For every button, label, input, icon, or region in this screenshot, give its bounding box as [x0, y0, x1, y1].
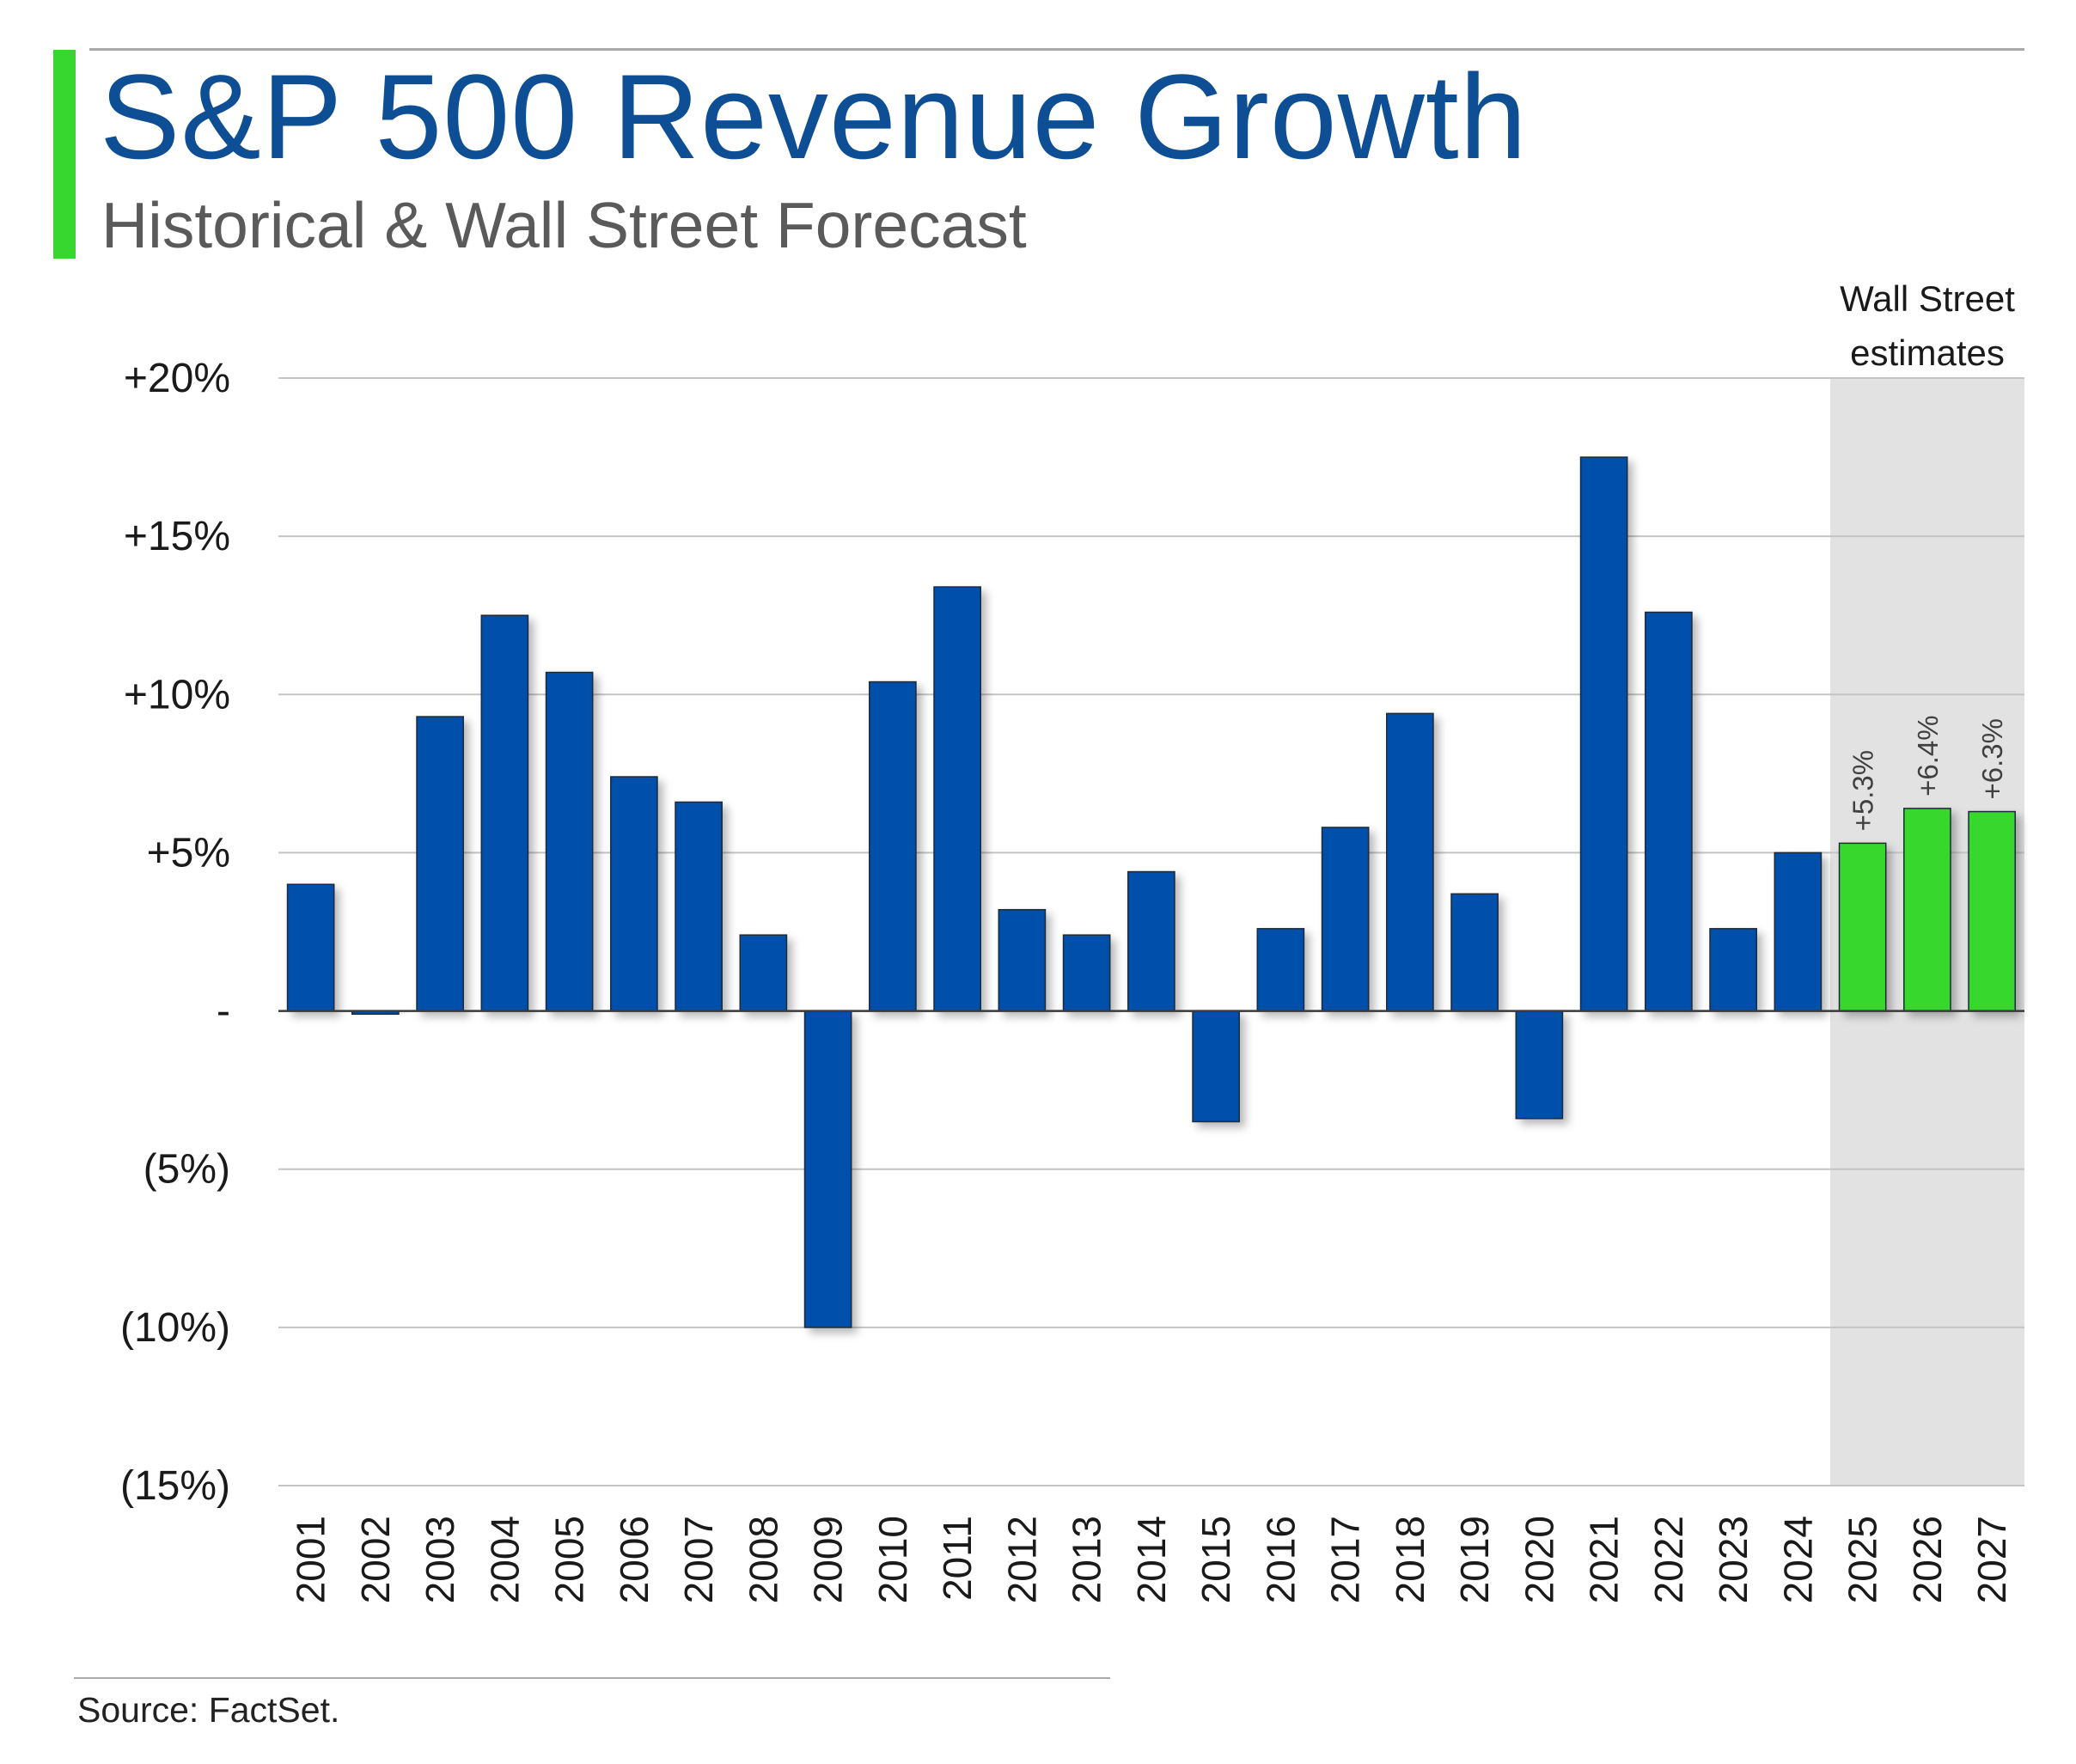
x-tick-label-2009: 2009 — [806, 1516, 851, 1603]
x-tick-label-2018: 2018 — [1388, 1516, 1432, 1603]
bar-2014 — [1127, 870, 1175, 1012]
bar-2017 — [1321, 827, 1370, 1012]
bar-2023 — [1709, 928, 1757, 1012]
x-tick-label-2026: 2026 — [1905, 1516, 1950, 1603]
bar-2008 — [739, 934, 788, 1012]
x-tick-label-2020: 2020 — [1517, 1516, 1561, 1603]
revenue-growth-chart: Wall Street estimates +20% +15% +10% +5% - (5%)… — [120, 278, 2024, 1603]
x-tick-label-2017: 2017 — [1323, 1516, 1368, 1603]
x-tick-label-2005: 2005 — [547, 1516, 592, 1603]
x-tick-label-2003: 2003 — [418, 1516, 462, 1603]
y-tick-label: (15%) — [120, 1463, 230, 1509]
x-tick-label-2027: 2027 — [1969, 1516, 2014, 1603]
page-title: S&P 500 Revenue Growth — [100, 49, 1528, 184]
bar-2011 — [933, 586, 981, 1012]
bar-2020 — [1515, 1010, 1564, 1120]
bar-2004 — [480, 614, 529, 1012]
y-tick-label: +15% — [124, 514, 230, 559]
x-tick-label-2008: 2008 — [741, 1516, 785, 1603]
x-tick-label-2007: 2007 — [676, 1516, 721, 1603]
bar-2006 — [610, 776, 658, 1012]
x-tick-label-2001: 2001 — [289, 1516, 333, 1603]
y-tick-label: +5% — [147, 830, 230, 876]
x-tick-label-2023: 2023 — [1711, 1516, 1755, 1603]
source-note: Source: FactSet. — [77, 1690, 340, 1730]
x-tick-label-2022: 2022 — [1646, 1516, 1691, 1603]
bar-2021 — [1579, 456, 1628, 1012]
bar-2015 — [1192, 1010, 1240, 1123]
x-tick-label-2015: 2015 — [1194, 1516, 1238, 1603]
bar-2025 — [1838, 842, 1887, 1012]
x-tick-label-2010: 2010 — [870, 1516, 915, 1603]
bar-2003 — [416, 716, 464, 1012]
y-tick-label: - — [217, 989, 230, 1035]
top-rule — [89, 48, 2024, 51]
data-label-2025: +5.3% — [1847, 750, 1879, 832]
bar-2016 — [1256, 928, 1305, 1012]
x-tick-label-2024: 2024 — [1775, 1516, 1820, 1603]
bar-2019 — [1450, 893, 1499, 1012]
bar-2022 — [1645, 611, 1693, 1012]
bar-2005 — [545, 671, 594, 1012]
bar-2001 — [286, 883, 335, 1012]
bar-2024 — [1774, 851, 1823, 1012]
bar-2010 — [869, 681, 917, 1012]
x-tick-label-2014: 2014 — [1129, 1516, 1174, 1603]
data-label-2027: +6.3% — [1976, 718, 2008, 800]
x-tick-label-2004: 2004 — [482, 1516, 527, 1603]
estimate-region-label-line-1: Wall Street — [1840, 278, 2015, 319]
y-tick-label: (5%) — [143, 1147, 230, 1193]
bar-2026 — [1903, 808, 1951, 1012]
bar-2012 — [998, 908, 1047, 1012]
x-tick-label-2021: 2021 — [1582, 1516, 1627, 1603]
x-tick-label-2013: 2013 — [1065, 1516, 1109, 1603]
x-tick-label-2019: 2019 — [1452, 1516, 1497, 1603]
page-subtitle: Historical & Wall Street Forecast — [101, 189, 1027, 261]
x-tick-label-2006: 2006 — [612, 1516, 656, 1603]
data-label-2026: +6.4% — [1912, 715, 1944, 797]
bar-2009 — [803, 1010, 852, 1328]
bar-2007 — [675, 801, 723, 1012]
x-tick-label-2016: 2016 — [1258, 1516, 1303, 1603]
x-tick-label-2011: 2011 — [935, 1516, 980, 1601]
estimate-region-label-line-2: estimates — [1850, 333, 2005, 373]
x-tick-label-2002: 2002 — [353, 1516, 398, 1603]
bar-2013 — [1062, 934, 1111, 1012]
title-accent-bar — [53, 50, 76, 259]
y-tick-label: (10%) — [120, 1305, 230, 1351]
y-tick-label: +10% — [124, 672, 230, 717]
x-tick-label-2025: 2025 — [1841, 1516, 1885, 1603]
bar-2018 — [1386, 712, 1434, 1012]
bar-2027 — [1968, 810, 2016, 1012]
x-tick-label-2012: 2012 — [999, 1516, 1044, 1603]
y-tick-label: +20% — [124, 356, 230, 401]
footer-rule — [74, 1677, 1110, 1679]
